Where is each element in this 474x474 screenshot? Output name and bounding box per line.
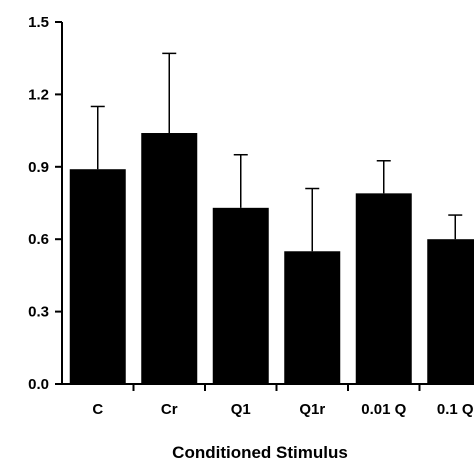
y-tick-label: 1.2 [28, 86, 49, 103]
error-bar [233, 153, 248, 208]
error-bar [448, 214, 463, 240]
bars-layer [69, 133, 474, 384]
error-bars-layer [90, 52, 463, 252]
bar [141, 133, 198, 384]
error-bar [376, 160, 391, 194]
bar [69, 169, 126, 384]
x-tick-labels-layer: C Cr Q1 Q1r 0.01 Q 0.1 Q [92, 384, 474, 418]
y-tick-label: 1.5 [28, 14, 49, 31]
x-tick-label: C [92, 401, 103, 418]
bar [212, 207, 269, 384]
axes-layer [55, 22, 474, 385]
bar [427, 239, 474, 384]
x-axis-title: Conditioned Stimulus [172, 443, 348, 462]
x-tick-label: Cr [161, 401, 178, 418]
bar [284, 251, 341, 384]
x-tick-label: 0.01 Q [361, 401, 406, 418]
bar [355, 193, 412, 384]
x-tick-label: Q1 [231, 401, 251, 418]
x-tick-label: Q1r [299, 401, 325, 418]
y-tick-label: 0.0 [28, 376, 49, 393]
y-ticks-layer: 0.0 0.3 0.6 0.9 1.2 1.5 [28, 14, 62, 393]
error-bar [162, 52, 177, 134]
y-tick-label: 0.9 [28, 159, 49, 176]
y-tick-label: 0.3 [28, 304, 49, 321]
y-tick-label: 0.6 [28, 231, 49, 248]
x-tick-label: 0.1 Q [437, 401, 474, 418]
error-bar [90, 105, 105, 170]
error-bar [305, 187, 320, 252]
